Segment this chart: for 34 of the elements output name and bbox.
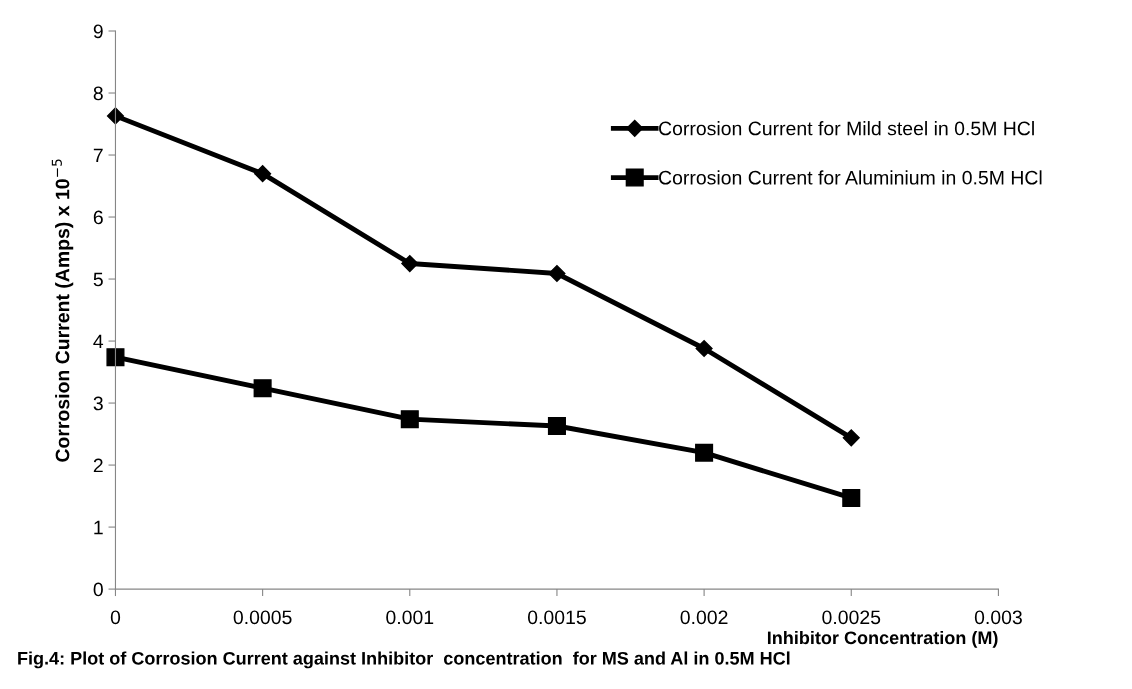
x-tick-label: 0.0015 xyxy=(527,610,586,625)
x-tick-label: 0.0005 xyxy=(233,610,292,625)
point xyxy=(842,429,860,447)
caption: Fig.4: Plot of Corrosion Current against Inhibitor concentration for MS and Al in 0.5M HCl xyxy=(18,651,790,669)
x-tick-label: 0.003 xyxy=(974,610,1022,625)
point xyxy=(695,443,714,462)
point xyxy=(400,410,419,429)
y-axis-title: Corrosion Current (Amps) x 10$^{−5}$ xyxy=(51,159,74,462)
y-tick-label: 1 xyxy=(94,520,103,535)
y-tick-label: 2 xyxy=(93,458,103,473)
point xyxy=(254,165,272,183)
y-tick-label: 6 xyxy=(93,210,103,225)
point xyxy=(401,254,419,273)
x-tick-label: 0.001 xyxy=(386,610,434,625)
legend-label: Corrosion Current for Mild steel in 0.5M HCl xyxy=(659,121,1034,136)
legend-label: Corrosion Current for Aluminium in 0.5M HCl xyxy=(659,170,1042,185)
point xyxy=(842,488,861,507)
point xyxy=(695,339,713,358)
point xyxy=(106,107,125,125)
x-tick-label: 0.002 xyxy=(680,610,728,625)
point xyxy=(547,416,566,436)
y-tick-label: 0 xyxy=(93,582,103,597)
y-tick-label: 7 xyxy=(93,148,103,163)
x-tick-label: 0 xyxy=(110,610,121,625)
y-tick-label: 3 xyxy=(93,396,103,411)
point xyxy=(106,348,125,367)
y-tick-label: 5 xyxy=(93,272,103,287)
point xyxy=(548,264,566,283)
y-tick-label: 9 xyxy=(93,24,103,39)
x-axis-title: Inhibitor Concentration (M) xyxy=(767,630,998,648)
point xyxy=(253,379,272,398)
y-tick-label: 8 xyxy=(93,86,103,101)
x-tick-label: 0.0025 xyxy=(822,610,881,625)
y-tick-label: 4 xyxy=(93,334,104,349)
